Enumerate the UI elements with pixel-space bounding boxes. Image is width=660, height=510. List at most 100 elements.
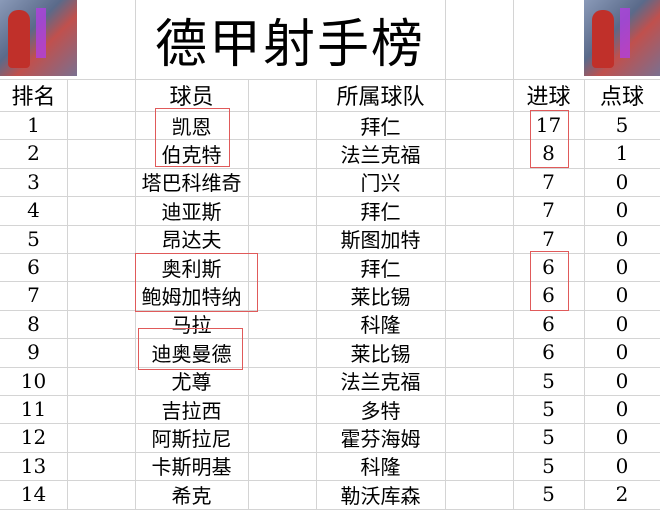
cell-team: 拜仁 [360, 114, 401, 139]
grid-line [513, 79, 514, 509]
cell-player: 奥利斯 [161, 256, 222, 281]
cell-player: 吉拉西 [161, 398, 222, 423]
cell-rank: 1 [27, 113, 40, 137]
grid-line [135, 0, 136, 79]
grid-line [445, 79, 446, 509]
cell-goals: 5 [542, 368, 555, 393]
cell-penalties: 0 [615, 283, 629, 308]
cell-penalties: 0 [615, 368, 629, 393]
cell-penalties: 0 [615, 226, 629, 251]
highlight-box [135, 253, 258, 312]
highlight-box [530, 110, 569, 168]
anime-player-image-right [584, 0, 660, 76]
header-penalties: 点球 [599, 85, 644, 110]
cell-goals: 5 [542, 453, 555, 478]
highlight-box [530, 251, 569, 311]
cell-goals: 5 [542, 397, 555, 421]
cell-penalties: 0 [615, 397, 629, 421]
cell-team: 科隆 [360, 313, 401, 338]
cell-penalties: 5 [615, 113, 629, 137]
cell-penalties: 0 [615, 340, 629, 365]
anime-player-image-left [0, 0, 77, 76]
cell-penalties: 0 [615, 169, 629, 194]
cell-penalties: 0 [615, 198, 629, 223]
grid-line [0, 225, 660, 226]
cell-goals: 17 [535, 113, 562, 137]
grid-line [0, 395, 660, 396]
page-title: 德甲射手榜 [154, 15, 425, 75]
grid-line [316, 79, 317, 509]
grid-line [445, 0, 446, 79]
grid-line [67, 79, 68, 509]
cell-team: 莱比锡 [350, 341, 411, 366]
highlight-box [138, 328, 243, 370]
cell-goals: 6 [542, 340, 555, 365]
grid-line [584, 79, 585, 509]
grid-line [513, 0, 514, 79]
grid-line [0, 253, 660, 254]
cell-goals: 6 [542, 311, 555, 336]
cell-rank: 4 [27, 198, 40, 223]
cell-team: 勒沃库森 [340, 483, 421, 508]
cell-penalties: 0 [615, 255, 629, 279]
grid-line [0, 168, 660, 169]
grid-line [0, 79, 660, 80]
cell-penalties: 0 [615, 311, 629, 336]
grid-line [0, 480, 660, 481]
cell-goals: 7 [542, 198, 555, 223]
header-team: 所属球队 [336, 85, 425, 110]
cell-player: 凯恩 [171, 114, 212, 139]
cell-penalties: 2 [615, 482, 629, 507]
cell-player: 塔巴科维奇 [141, 171, 242, 196]
grid-line [0, 111, 660, 112]
grid-line [0, 139, 660, 140]
cell-team: 门兴 [360, 171, 401, 196]
grid-line [0, 281, 660, 282]
cell-rank: 12 [20, 425, 47, 450]
cell-team: 拜仁 [360, 199, 401, 224]
cell-rank: 14 [20, 482, 47, 507]
grid-line [248, 79, 249, 509]
header-rank: 排名 [11, 85, 56, 110]
grid-line [0, 367, 660, 368]
cell-goals: 8 [542, 141, 555, 166]
cell-team: 拜仁 [360, 256, 401, 281]
cell-rank: 3 [27, 169, 40, 194]
highlight-box [155, 108, 230, 167]
grid-line [0, 310, 660, 311]
grid-line [0, 338, 660, 339]
cell-rank: 10 [20, 368, 47, 393]
cell-penalties: 1 [615, 141, 629, 166]
cell-rank: 5 [27, 226, 40, 251]
header-player: 球员 [169, 85, 214, 110]
cell-rank: 13 [20, 453, 47, 478]
cell-penalties: 0 [615, 453, 629, 478]
cell-rank: 7 [27, 283, 40, 308]
cell-player: 昂达夫 [161, 228, 222, 253]
cell-goals: 6 [542, 283, 555, 308]
cell-player: 卡斯明基 [151, 455, 232, 480]
cell-player: 迪奥曼德 [151, 341, 232, 366]
cell-team: 莱比锡 [350, 284, 411, 309]
cell-team: 法兰克福 [340, 370, 421, 395]
cell-goals: 6 [542, 255, 555, 279]
cell-rank: 6 [27, 255, 40, 279]
cell-goals: 5 [542, 482, 555, 507]
grid-line [0, 452, 660, 453]
cell-player: 迪亚斯 [161, 199, 222, 224]
cell-team: 多特 [360, 398, 401, 423]
cell-player: 鲍姆加特纳 [141, 284, 242, 309]
cell-team: 法兰克福 [340, 142, 421, 167]
cell-player: 希克 [171, 483, 212, 508]
cell-rank: 2 [27, 141, 40, 166]
cell-team: 科隆 [360, 455, 401, 480]
grid-line [0, 196, 660, 197]
grid-line [0, 423, 660, 424]
cell-rank: 9 [27, 340, 40, 365]
cell-player: 尤尊 [171, 370, 212, 395]
cell-player: 伯克特 [161, 142, 222, 167]
cell-player: 马拉 [171, 313, 212, 338]
cell-player: 阿斯拉尼 [151, 426, 232, 451]
cell-goals: 5 [542, 425, 555, 450]
cell-penalties: 0 [615, 425, 629, 450]
